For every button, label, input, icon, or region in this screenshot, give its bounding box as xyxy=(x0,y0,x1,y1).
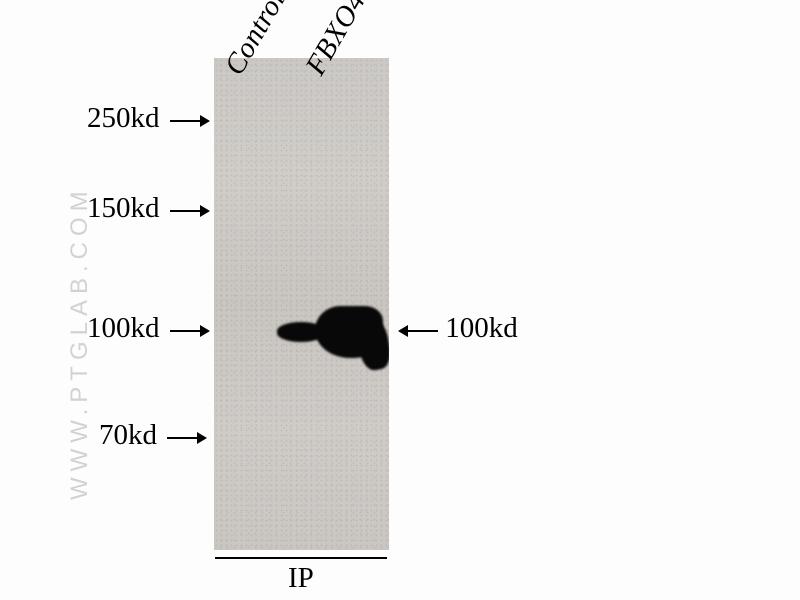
callout-label: 100kd xyxy=(445,312,518,345)
arrow-right-icon xyxy=(170,103,210,136)
ip-label: IP xyxy=(288,562,314,595)
blot-image xyxy=(214,58,389,550)
callout-100kd: 100kd xyxy=(395,312,518,345)
marker-label: 70kd xyxy=(99,419,157,452)
blot-noise xyxy=(214,58,389,550)
arrow-right-icon xyxy=(167,420,207,453)
arrow-left-icon xyxy=(398,313,438,346)
marker-label: 100kd xyxy=(87,312,160,345)
marker-label: 150kd xyxy=(87,192,160,225)
ip-underline xyxy=(215,557,387,559)
marker-250kd: 250kd xyxy=(87,102,210,135)
marker-label: 250kd xyxy=(87,102,160,135)
arrow-right-icon xyxy=(170,193,210,226)
watermark: WWW.PTGLAB.COM xyxy=(66,185,94,500)
arrow-right-icon xyxy=(170,313,210,346)
marker-70kd: 70kd xyxy=(99,419,207,452)
marker-150kd: 150kd xyxy=(87,192,210,225)
marker-100kd: 100kd xyxy=(87,312,210,345)
